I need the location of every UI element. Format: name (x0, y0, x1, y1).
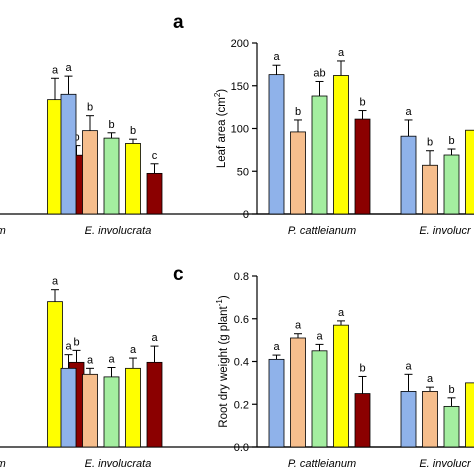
panel1-bar (311, 95, 328, 215)
panel1-bar (268, 74, 285, 215)
panel3-bar (400, 391, 417, 448)
panel3-label: c (173, 264, 184, 285)
panel2-bar (60, 367, 77, 448)
panel3-y-tick-label: 0.4 (234, 357, 249, 369)
panel0-significance-label: b (130, 125, 136, 137)
panel1-bar (290, 131, 306, 215)
panel2-significance-label: a (87, 354, 94, 366)
panel1-bar (354, 118, 371, 215)
panel3-bar (443, 405, 460, 448)
panel1-significance-label: b (359, 97, 365, 109)
panel1-label: a (173, 12, 184, 33)
panel0-bar (60, 93, 77, 215)
panel1-significance-label: a (405, 106, 412, 118)
panel3-y-tick-label: 0.2 (234, 399, 249, 411)
panel3-bar (333, 324, 349, 448)
panel1-bar (400, 135, 417, 215)
panel3-category-label: E. involucr (419, 458, 472, 470)
panel2-bar (125, 367, 141, 448)
panel2-bar (82, 373, 98, 448)
panel1-significance-label: b (448, 135, 454, 147)
panel3-significance-label: a (338, 307, 345, 319)
panel2-category-label: anum (0, 458, 6, 470)
panel0-bar (47, 99, 63, 215)
panel0-significance-label: c (152, 150, 158, 162)
panel1-category-label: E. involucr (419, 225, 472, 237)
panel1-y-axis-label: Leaf area (cm2) (213, 89, 228, 168)
panel3-significance-label: a (405, 360, 412, 372)
panel1-y-tick-label: 100 (231, 124, 249, 136)
panel1-y-tick-label: 0 (243, 209, 249, 221)
panel2-significance-label: a (151, 332, 158, 344)
panel1-bar (465, 129, 474, 215)
panel2-bar (146, 361, 163, 448)
panel0-bar (146, 172, 163, 215)
panel1-significance-label: ab (313, 67, 325, 79)
panel2-bar (47, 301, 63, 448)
panel3-significance-label: b (359, 362, 365, 374)
panel1-significance-label: a (338, 47, 345, 59)
panel3-significance-label: a (427, 373, 434, 385)
panel3-significance-label: a (295, 320, 302, 332)
panel3-category-label: P. cattleianum (288, 458, 356, 470)
panel3-y-tick-label: 0.6 (234, 314, 249, 326)
panel0-significance-label: b (87, 102, 93, 114)
panel3-significance-label: a (316, 330, 323, 342)
panel0-significance-label: a (65, 62, 72, 74)
panel0-bar (103, 137, 120, 215)
panel0-significance-label: b (73, 132, 79, 144)
panel1-y-tick-label: 200 (231, 38, 249, 50)
panel2-category-label: E. involucrata (85, 458, 152, 470)
panel3-significance-label: b (448, 384, 454, 396)
panel2-significance-label: a (65, 341, 72, 353)
panel3-bar (268, 358, 285, 448)
panel1-significance-label: b (295, 106, 301, 118)
panel3-y-tick-label: 0.0 (234, 442, 249, 454)
panel2-significance-label: a (108, 353, 115, 365)
panel0-significance-label: b (108, 119, 114, 131)
panel1-bar (333, 75, 349, 215)
panel3-bar (354, 393, 371, 448)
panel1-significance-label: a (273, 51, 280, 63)
panel3-significance-label: a (273, 341, 280, 353)
panel1-bar (422, 164, 438, 215)
panel3-y-axis-label: Root dry weight (g plant-1) (215, 295, 230, 428)
panel0-significance-label: a (52, 64, 59, 76)
panel2-significance-label: a (52, 276, 59, 288)
panel2-significance-label: a (130, 344, 137, 356)
panel1-y-tick-label: 50 (237, 166, 249, 178)
panel0-category-label: anum (0, 225, 6, 237)
panel2-bar (103, 376, 120, 448)
panel1-category-label: P. cattleianum (288, 225, 356, 237)
panel3-bar (290, 337, 306, 448)
panel1-bar (443, 154, 460, 215)
panel1-y-tick-label: 150 (231, 81, 249, 93)
panel3-bar (422, 391, 438, 448)
panel3-bar (465, 382, 474, 448)
panel3-y-tick-label: 0.8 (234, 271, 249, 283)
panel0-bar (82, 130, 98, 215)
panel2-significance-label: b (73, 336, 79, 348)
panel0-category-label: E. involucrata (85, 225, 152, 237)
panel3-bar (311, 350, 328, 448)
panel1-significance-label: b (427, 137, 433, 149)
panel0-bar (125, 143, 141, 215)
